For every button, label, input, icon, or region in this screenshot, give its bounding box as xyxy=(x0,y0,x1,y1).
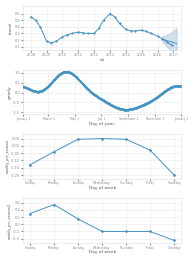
X-axis label: Day of year: Day of year xyxy=(89,122,115,126)
Y-axis label: trend: trend xyxy=(9,22,13,34)
X-axis label: Day of week: Day of week xyxy=(88,250,116,255)
X-axis label: ds: ds xyxy=(100,57,105,62)
X-axis label: Day of week: Day of week xyxy=(88,186,116,190)
Y-axis label: yearly: yearly xyxy=(8,85,12,99)
Y-axis label: weekly_pct_season: weekly_pct_season xyxy=(6,139,10,173)
Y-axis label: weekly_pct_season2: weekly_pct_season2 xyxy=(8,203,12,239)
